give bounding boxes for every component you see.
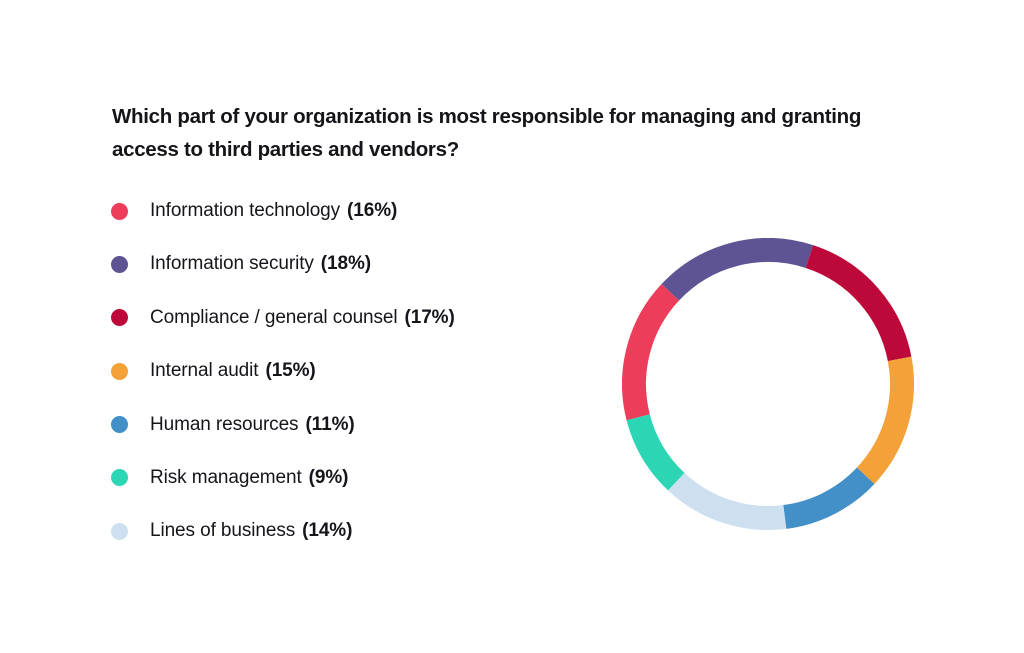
donut-chart [622, 238, 914, 530]
legend-percent: (16%) [347, 200, 398, 221]
chart-title-line-2: access to third parties and vendors? [112, 138, 459, 161]
legend-label: Risk management [150, 466, 302, 488]
chart-title: Which part of your organization is most … [112, 100, 861, 166]
legend-item: Lines of business (14%) [111, 520, 455, 542]
donut-segment [856, 356, 914, 484]
legend-percent: (17%) [404, 306, 455, 328]
legend-label: Compliance / general counsel [150, 306, 398, 328]
legend-percent: (15%) [265, 360, 316, 382]
legend-percent: (9%) [308, 466, 349, 488]
legend: Information technology (16%) Information… [111, 200, 455, 574]
donut-segment [626, 413, 685, 491]
legend-color-dot [111, 416, 128, 434]
legend-color-dot [111, 469, 128, 487]
legend-item: Information security (18%) [111, 253, 455, 275]
donut-segment [622, 284, 680, 421]
legend-item: Compliance / general counsel (17%) [111, 307, 455, 329]
legend-label: Human resources [150, 413, 299, 435]
legend-color-dot [111, 255, 128, 273]
chart-title-line-1: Which part of your organization is most … [112, 105, 862, 128]
legend-item: Human resources (11%) [111, 414, 455, 436]
legend-color-dot [111, 362, 128, 380]
legend-item: Internal audit (15%) [111, 360, 455, 382]
legend-item: Risk management (9%) [111, 467, 455, 489]
legend-percent: (11%) [305, 413, 355, 435]
legend-label: Information security [150, 253, 314, 275]
legend-label: Internal audit [150, 360, 259, 382]
legend-percent: (18%) [320, 253, 371, 275]
donut-segment [805, 245, 912, 362]
legend-label: Information technology [150, 200, 341, 221]
legend-color-dot [111, 202, 128, 220]
legend-color-dot [111, 522, 128, 540]
donut-segment [668, 472, 787, 530]
legend-percent: (14%) [302, 520, 353, 542]
donut-segment [782, 467, 875, 529]
legend-item: Information technology (16%) [111, 200, 455, 222]
legend-color-dot [111, 309, 128, 327]
donut-segment [661, 238, 814, 301]
legend-label: Lines of business [150, 520, 296, 542]
